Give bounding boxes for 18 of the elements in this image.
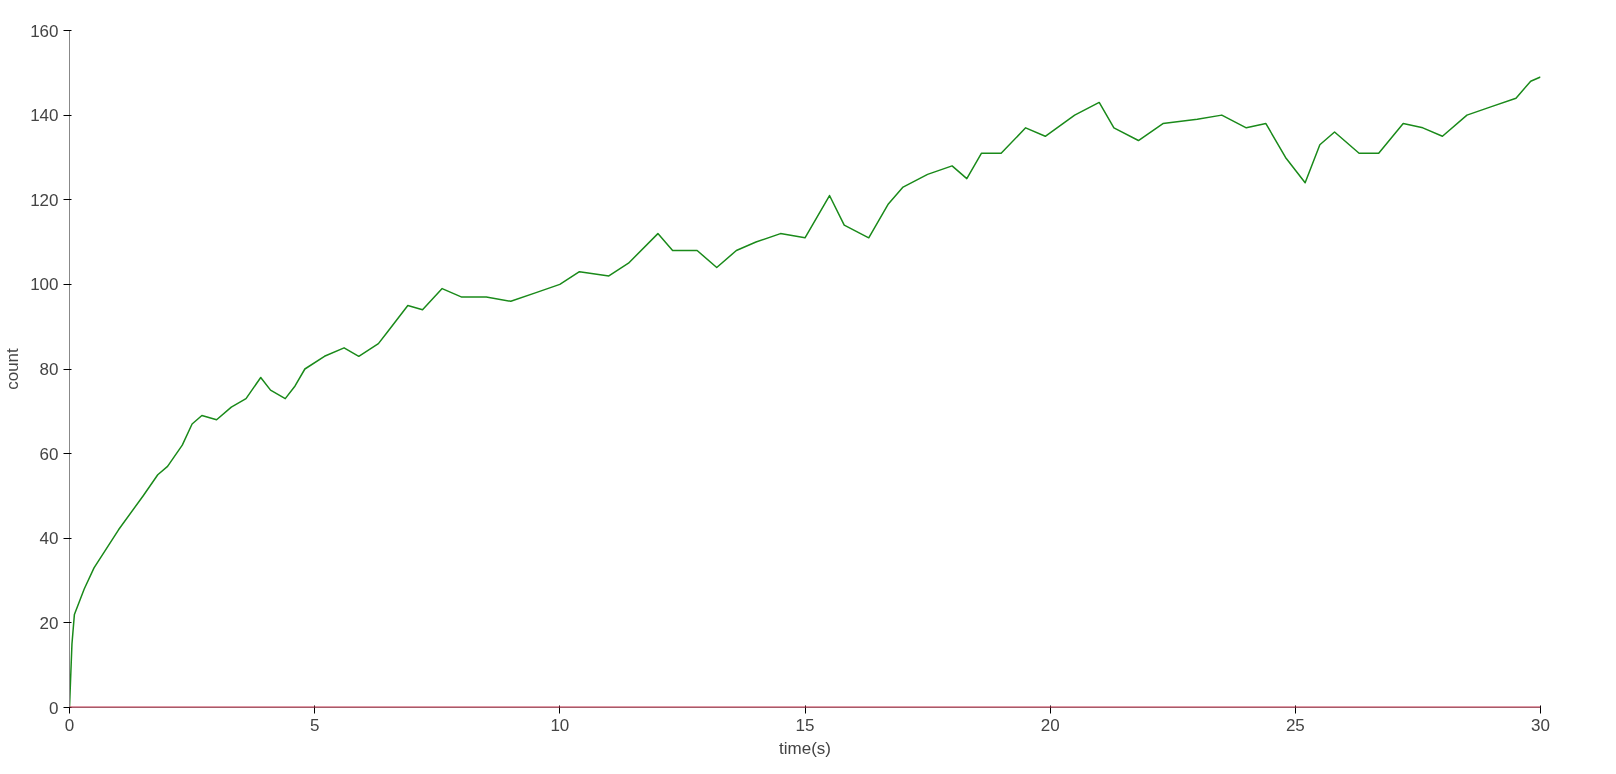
- x-axis-title: time(s): [779, 738, 831, 758]
- x-tick-label: 20: [1040, 715, 1060, 735]
- y-tick-label: 100: [30, 275, 59, 295]
- y-tick-label: 80: [39, 360, 59, 379]
- y-tick-label: 0: [49, 698, 59, 718]
- x-tick-label: 5: [309, 715, 320, 735]
- x-tick-label: 15: [795, 715, 815, 735]
- x-tick-label: 25: [1285, 715, 1305, 735]
- y-tick-label: 140: [30, 106, 59, 126]
- y-tick-label: 120: [30, 190, 59, 210]
- y-axis-title: count: [3, 347, 23, 390]
- y-tick-label: 20: [39, 613, 59, 633]
- y-tick-label: 60: [39, 444, 59, 464]
- y-tick-label: 40: [39, 529, 59, 549]
- x-tick-label: 30: [1531, 715, 1550, 735]
- y-tick-label: 160: [30, 21, 59, 41]
- x-tick-label: 10: [550, 715, 570, 735]
- x-tick-label: 0: [64, 715, 75, 735]
